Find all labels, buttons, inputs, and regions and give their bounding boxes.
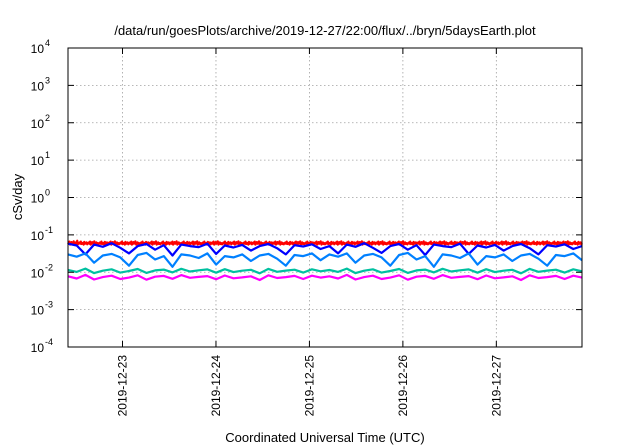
y-tick-exponent: 2	[45, 113, 50, 123]
y-tick-label: 10	[31, 117, 45, 131]
x-tick-label: 2019-12-25	[302, 355, 316, 417]
y-tick-label: 10	[31, 229, 45, 243]
y-tick-label: 10	[31, 266, 45, 280]
x-axis-label: Coordinated Universal Time (UTC)	[225, 430, 424, 445]
y-tick-exponent: 3	[45, 75, 50, 85]
y-tick-label: 10	[31, 304, 45, 318]
y-tick-label: 10	[31, 42, 45, 56]
series-lines	[67, 239, 583, 282]
series-line-4	[67, 267, 583, 275]
y-tick-label: 10	[31, 154, 45, 168]
x-tick-label: 2019-12-26	[396, 355, 410, 417]
y-tick-exponent: 1	[45, 150, 50, 160]
x-tick-label: 2019-12-27	[489, 355, 503, 417]
series-line-3	[67, 251, 583, 268]
x-tick-label: 2019-12-24	[209, 355, 223, 417]
series-line-5	[67, 273, 583, 282]
y-axis-label: cSv/day	[10, 173, 25, 220]
y-tick-exponent: 4	[45, 38, 50, 48]
y-tick-label: 10	[31, 79, 45, 93]
x-axis: 2019-12-23 2019-12-24 2019-12-25 2019-12-26…	[116, 48, 503, 417]
y-tick-exponent: 0	[45, 188, 50, 198]
y-tick-exponent: -2	[45, 262, 53, 272]
y-tick-exponent: -3	[45, 300, 53, 310]
x-tick-label: 2019-12-23	[116, 355, 130, 417]
grid-lines	[68, 48, 582, 347]
y-tick-label: 10	[31, 192, 45, 206]
series-line-1	[67, 239, 583, 246]
y-tick-exponent: -4	[45, 337, 53, 347]
y-tick-exponent: -1	[45, 225, 53, 235]
series-line-2	[67, 242, 583, 257]
y-tick-label: 10	[31, 341, 45, 355]
chart-title: /data/run/goesPlots/archive/2019-12-27/2…	[114, 23, 536, 38]
